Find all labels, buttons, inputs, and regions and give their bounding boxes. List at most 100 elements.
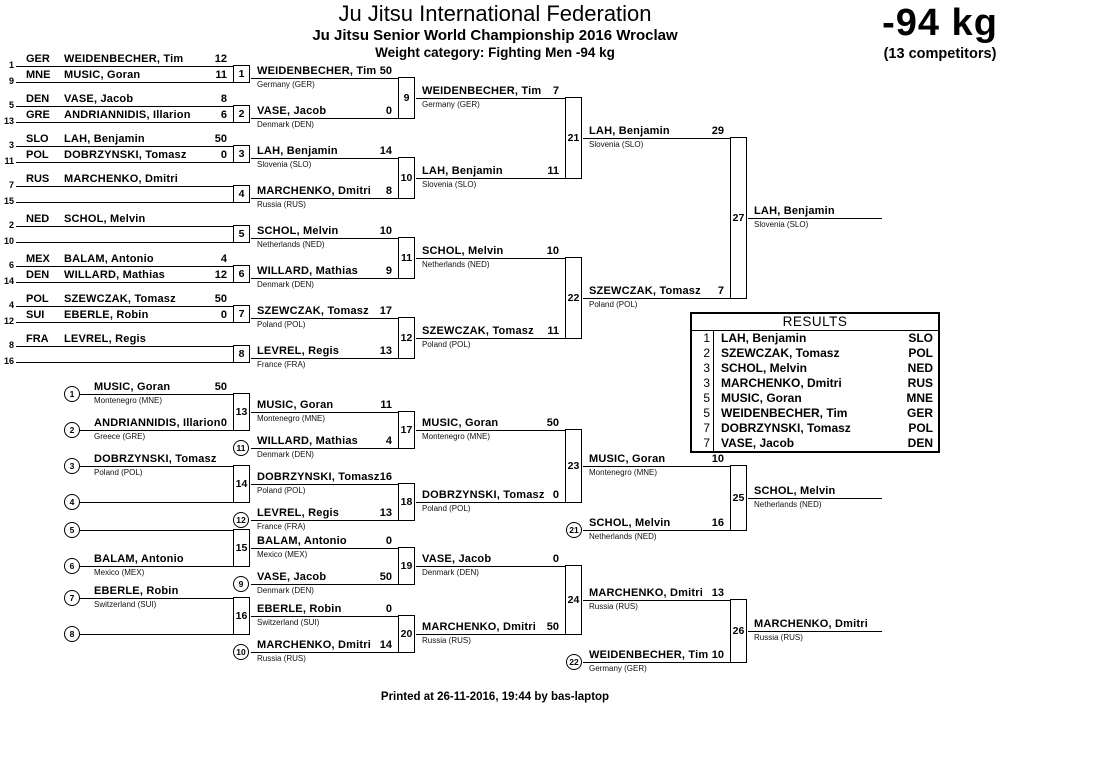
seed-number: 1 <box>8 60 14 70</box>
country-label: Russia (RUS) <box>257 653 306 663</box>
competitor-name: SCHOL, Melvin <box>64 213 146 225</box>
country-label: Poland (POL) <box>422 339 471 349</box>
competitor-name: SZEWCZAK, Tomasz <box>257 305 369 317</box>
seed-number: 9 <box>8 76 14 86</box>
bracket-entry: POL DOBRZYNSKI, Tomasz 0 <box>16 147 233 163</box>
competitor-name: ANDRIANNIDIS, Illarion <box>64 109 191 121</box>
bracket-entry: MARCHENKO, Dmitri 50 Russia (RUS) <box>416 619 565 645</box>
seed-number: 6 <box>8 260 14 270</box>
seed-number: 14 <box>3 276 14 286</box>
country-label: Mexico (MEX) <box>94 567 145 577</box>
country-label: Poland (POL) <box>94 467 143 477</box>
country-label: France (FRA) <box>257 521 306 531</box>
country-code: SLO <box>26 133 49 145</box>
results-country: RUS <box>907 376 933 390</box>
score: 10 <box>546 245 559 257</box>
bracket-entry: SCHOL, Melvin 16 Netherlands (NED) <box>583 515 730 541</box>
score: 29 <box>711 125 724 137</box>
competitor-name: MARCHENKO, Dmitri <box>754 618 869 630</box>
match-number-box: 14 <box>233 464 250 503</box>
results-country: SLO <box>908 331 933 345</box>
loser-entry-circle: 3 <box>64 457 80 474</box>
match-number-box: 8 <box>233 344 250 363</box>
loser-entry-circle: 10 <box>233 643 249 660</box>
country-code: MNE <box>26 69 51 81</box>
bracket-entry: SCHOL, Melvin 10 Netherlands (NED) <box>416 243 565 269</box>
score: 50 <box>379 571 392 583</box>
loser-entry-circle: 8 <box>64 625 80 642</box>
results-name: MUSIC, Goran <box>721 391 802 405</box>
competitor-name: DOBRZYNSKI, Tomasz <box>64 149 187 161</box>
competitor-name: SZEWCZAK, Tomasz <box>422 325 534 337</box>
competitor-name: SCHOL, Melvin <box>589 517 671 529</box>
seed-number: 15 <box>3 196 14 206</box>
score: 14 <box>379 145 392 157</box>
country-label: Poland (POL) <box>257 485 306 495</box>
country-label: Poland (POL) <box>422 503 471 513</box>
country-label: Slovenia (SLO) <box>257 159 312 169</box>
loser-entry-circle: 11 <box>233 439 249 456</box>
seed-number: 10 <box>3 236 14 246</box>
bracket-entry: SZEWCZAK, Tomasz 7 Poland (POL) <box>583 283 730 309</box>
loser-entry-circle: 2 <box>64 421 80 438</box>
score: 8 <box>220 93 227 105</box>
results-row: 3 SCHOL, Melvin NED <box>692 361 938 376</box>
seed-number: 13 <box>3 116 14 126</box>
match-number-box: 5 <box>233 224 250 243</box>
country-label: Montenegro (MNE) <box>257 413 326 423</box>
country-code: GRE <box>26 109 50 121</box>
score: 13 <box>379 507 392 519</box>
score: 13 <box>379 345 392 357</box>
bracket-entry: DEN WILLARD, Mathias 12 <box>16 267 233 283</box>
results-name: WEIDENBECHER, Tim <box>721 406 848 420</box>
bracket-entry: VASE, Jacob 0 Denmark (DEN) <box>416 551 565 577</box>
results-row: 2 SZEWCZAK, Tomasz POL <box>692 346 938 361</box>
country-label: Switzerland (SUI) <box>257 617 320 627</box>
score: 16 <box>711 517 724 529</box>
competitor-name: MARCHENKO, Dmitri <box>589 587 704 599</box>
competitor-name: VASE, Jacob <box>257 105 327 117</box>
bracket-entry: EBERLE, Robin Switzerland (SUI) <box>80 583 233 609</box>
rank: 3 <box>692 361 714 376</box>
bracket-entry: WEIDENBECHER, Tim 7 Germany (GER) <box>416 83 565 109</box>
bracket-entry: DOBRZYNSKI, Tomasz 0 Poland (POL) <box>416 487 565 513</box>
weight-class-label: -94 kg <box>882 2 998 44</box>
score: 11 <box>380 399 392 411</box>
results-row: 7 VASE, Jacob DEN <box>692 436 938 451</box>
bracket-entry <box>16 347 233 363</box>
match-number-box: 18 <box>398 482 415 521</box>
loser-entry-circle: 4 <box>64 493 80 510</box>
bracket-entry: MARCHENKO, Dmitri 13 Russia (RUS) <box>583 585 730 611</box>
bracket-entry: MUSIC, Goran 10 Montenegro (MNE) <box>583 451 730 477</box>
match-number-box: 10 <box>398 156 415 199</box>
bracket-entry <box>80 487 233 503</box>
competitor-name: BALAM, Antonio <box>94 553 184 565</box>
country-label: Greece (GRE) <box>94 431 146 441</box>
bracket-entry: DOBRZYNSKI, Tomasz 16 Poland (POL) <box>251 469 398 495</box>
bracket-entry: MNE MUSIC, Goran 11 <box>16 67 233 83</box>
score: 50 <box>546 417 559 429</box>
bracket-entry: POL SZEWCZAK, Tomasz 50 <box>16 291 233 307</box>
bracket-entry: GER WEIDENBECHER, Tim 12 <box>16 51 233 67</box>
competitor-name: MARCHENKO, Dmitri <box>422 621 537 633</box>
bracket-entry: MUSIC, Goran 50 Montenegro (MNE) <box>416 415 565 441</box>
country-label: Slovenia (SLO) <box>754 219 809 229</box>
score: 4 <box>220 253 227 265</box>
competitor-name: WEIDENBECHER, Tim <box>422 85 542 97</box>
country-code: GER <box>26 53 50 65</box>
match-number-box: 26 <box>730 598 747 663</box>
bracket-entry: MARCHENKO, Dmitri 8 Russia (RUS) <box>251 183 398 209</box>
bracket-entry: SZEWCZAK, Tomasz 17 Poland (POL) <box>251 303 398 329</box>
bracket-entry <box>16 187 233 203</box>
match-number-box: 17 <box>398 410 415 449</box>
score: 0 <box>220 309 227 321</box>
winner-entry: MARCHENKO, Dmitri Russia (RUS) <box>748 616 882 642</box>
bracket-entry <box>16 227 233 243</box>
match-number-box: 16 <box>233 596 250 635</box>
competitor-name: EBERLE, Robin <box>64 309 149 321</box>
competitor-name: ANDRIANNIDIS, Illarion <box>94 417 221 429</box>
competitor-name: SZEWCZAK, Tomasz <box>589 285 701 297</box>
competitor-name: SCHOL, Melvin <box>257 225 339 237</box>
bracket-entry: EBERLE, Robin 0 Switzerland (SUI) <box>251 601 398 627</box>
score: 10 <box>711 649 724 661</box>
